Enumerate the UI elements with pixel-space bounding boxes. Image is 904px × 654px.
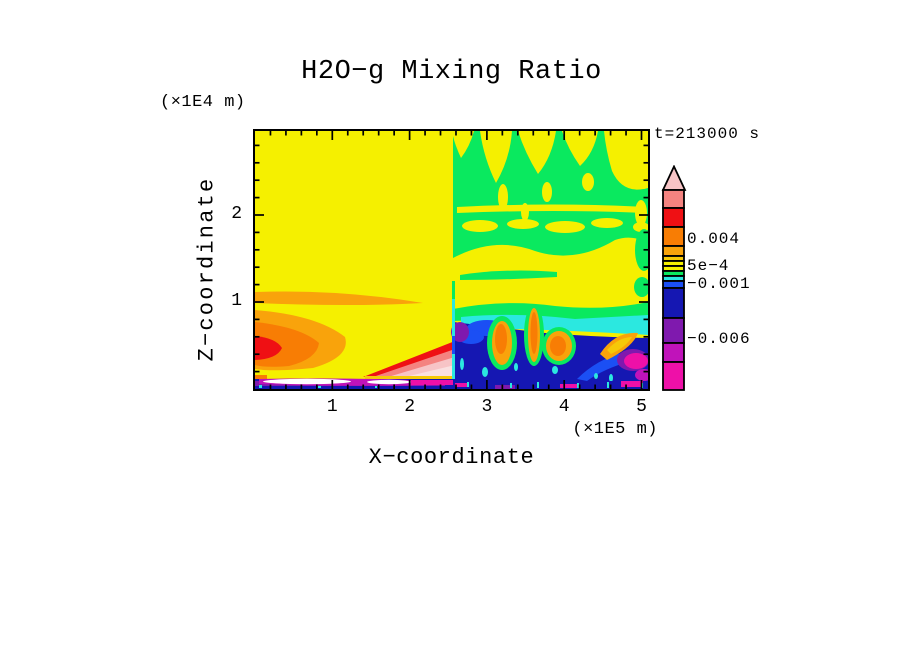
- contour-region: [560, 384, 578, 388]
- colorbar-segment: [662, 280, 685, 289]
- contour-region: [607, 382, 609, 388]
- contour-region: [530, 312, 538, 354]
- contour-region: [255, 291, 423, 305]
- contour-region: [609, 374, 613, 382]
- contour-region: [255, 336, 282, 360]
- contour-region: [607, 337, 632, 354]
- contour-region: [455, 383, 469, 387]
- plot-area: [253, 129, 650, 391]
- chart-title: H2O−g Mixing Ratio: [301, 57, 602, 87]
- colorbar-arrow: [661, 165, 687, 191]
- colorbar-label: −0.001: [687, 275, 751, 293]
- z-axis-units-label: (×1E4 m): [160, 93, 246, 112]
- colorbar-label: −0.006: [687, 330, 751, 348]
- contour-region: [365, 376, 453, 379]
- contour-region: [375, 386, 377, 388]
- contour-region: [545, 221, 585, 233]
- colorbar-label: 0.004: [687, 230, 741, 248]
- contour-region: [542, 182, 552, 202]
- contour-region: [453, 237, 648, 266]
- colorbar-segment: [662, 226, 685, 247]
- contour-region: [624, 353, 648, 369]
- contour-region: [518, 131, 556, 174]
- contour-region: [467, 382, 469, 387]
- contour-region: [411, 380, 453, 385]
- contour-region: [453, 131, 474, 158]
- contour-region: [451, 322, 469, 342]
- contour-region: [460, 270, 557, 280]
- contour-region: [498, 184, 508, 210]
- contour-region: [507, 219, 539, 229]
- x-tick-label: 2: [404, 397, 415, 417]
- x-tick-label: 1: [326, 397, 338, 417]
- contour-region: [552, 366, 558, 374]
- colorbar-segment: [662, 245, 685, 257]
- contour-region: [482, 367, 488, 377]
- contour-region: [582, 173, 594, 191]
- contour-region: [510, 383, 512, 388]
- colorbar-segment: [662, 317, 685, 344]
- contour-region: [462, 220, 498, 232]
- contour-region: [514, 363, 518, 371]
- contour-region: [634, 277, 648, 297]
- contour-region: [460, 358, 464, 370]
- contour-region: [635, 229, 648, 271]
- colorbar-label: 5e−4: [687, 257, 730, 275]
- contour-region: [255, 375, 267, 380]
- contour-region: [318, 386, 321, 388]
- contour-region: [453, 381, 648, 389]
- contour-region: [495, 324, 507, 354]
- x-tick-label: 3: [481, 397, 493, 417]
- contour-region: [591, 218, 623, 228]
- contour-region: [594, 373, 598, 379]
- x-axis-title: X−coordinate: [368, 445, 535, 470]
- contour-region: [621, 381, 643, 387]
- contour-field: [255, 131, 648, 389]
- colorbar-segment: [662, 361, 685, 391]
- contour-region: [550, 336, 566, 356]
- contour-region: [480, 131, 512, 183]
- contour-region: [604, 131, 648, 190]
- colorbar-segment: [662, 207, 685, 228]
- contour-region: [635, 200, 647, 226]
- colorbar-segment: [662, 342, 685, 363]
- contour-region: [259, 385, 262, 388]
- time-annotation: t=213000 s: [654, 125, 761, 143]
- contour-region: [452, 281, 455, 301]
- colorbar-segment: [662, 189, 685, 209]
- contour-region: [537, 382, 539, 388]
- z-tick-label: 1: [231, 291, 242, 311]
- contour-region: [577, 383, 579, 388]
- contour-region: [457, 204, 646, 213]
- contour-region: [405, 365, 455, 377]
- contour-region: [495, 385, 515, 389]
- x-tick-label: 4: [558, 397, 570, 417]
- x-axis-units-label: (×1E5 m): [572, 420, 658, 439]
- contour-region: [452, 336, 455, 354]
- contour-region: [367, 379, 411, 385]
- colorbar-segment: [662, 287, 685, 319]
- contour-region: [263, 378, 351, 385]
- contour-region: [562, 131, 598, 166]
- z-tick-label: 2: [231, 204, 242, 224]
- colorbar: [661, 165, 687, 391]
- x-tick-label: 5: [636, 397, 647, 417]
